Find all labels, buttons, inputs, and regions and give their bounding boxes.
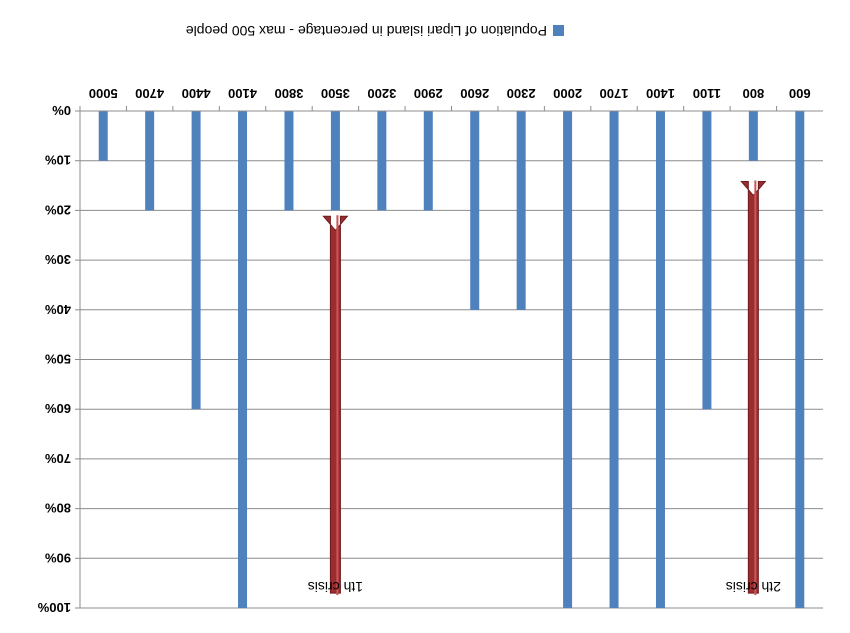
bar [98,111,108,161]
bar [516,111,526,310]
x-tick-label: 2300 [507,86,536,101]
crisis-label: 2th crisis [726,579,781,595]
bars [98,111,805,608]
bar [145,111,155,211]
y-tick-label: 30% [45,252,71,267]
bar [423,111,433,211]
gridlines [80,110,823,609]
bar [191,111,201,410]
bar [748,111,758,161]
y-tick-label: 90% [45,550,71,565]
y-tick-label: 70% [45,451,71,466]
bar [609,111,619,608]
crisis-arrow [740,180,767,594]
y-tick-label: 100% [37,600,71,615]
x-tick-label: 3200 [367,86,396,101]
x-tick-label: 3800 [275,86,304,101]
y-tick-label: 80% [45,501,71,516]
x-tick-label: 800 [742,86,764,101]
bar [655,111,665,608]
bar [470,111,480,310]
crisis-arrow [322,215,349,594]
x-tick-label: 4400 [182,86,211,101]
x-tick-label: 4700 [135,86,164,101]
y-tick-label: 40% [45,302,71,317]
legend-label: Population of Lipari island in percentag… [186,23,547,39]
bar [702,111,712,410]
x-tick-label: 3500 [321,86,350,101]
y-tick-label: 60% [45,401,71,416]
axes [75,106,823,609]
x-tick-label: 2000 [553,86,582,101]
y-tick-label: 10% [45,153,71,168]
x-tick-label: 2600 [460,86,489,101]
y-tick-label: 20% [45,202,71,217]
x-tick-label: 600 [789,86,811,101]
bar [795,111,805,608]
bar [563,111,573,608]
y-tick-label: 0% [52,103,71,118]
y-tick-labels: 0% 10% 20% 30% 40% 50% 60% 70% 80% 90% 100% [37,103,71,615]
x-tick-label: 4100 [228,86,257,101]
bar [284,111,294,211]
x-tick-label: 2900 [414,86,443,101]
bar [330,111,340,211]
legend-swatch [553,25,564,36]
x-tick-labels: 5000 4700 4400 4100 3800 3500 3200 2900 2600 2300… [89,86,811,101]
bar [238,111,248,608]
x-tick-label: 1400 [646,86,675,101]
x-tick-label: 1700 [600,86,629,101]
x-tick-label: 1100 [693,86,721,101]
crisis-label: 1th crisis [308,579,363,595]
x-tick-label: 5000 [89,86,118,101]
y-tick-label: 50% [45,352,71,367]
annotations: 1th crisis 2th crisis [308,180,781,595]
bar [377,111,387,211]
legend: Population of Lipari island in percentag… [186,23,564,39]
